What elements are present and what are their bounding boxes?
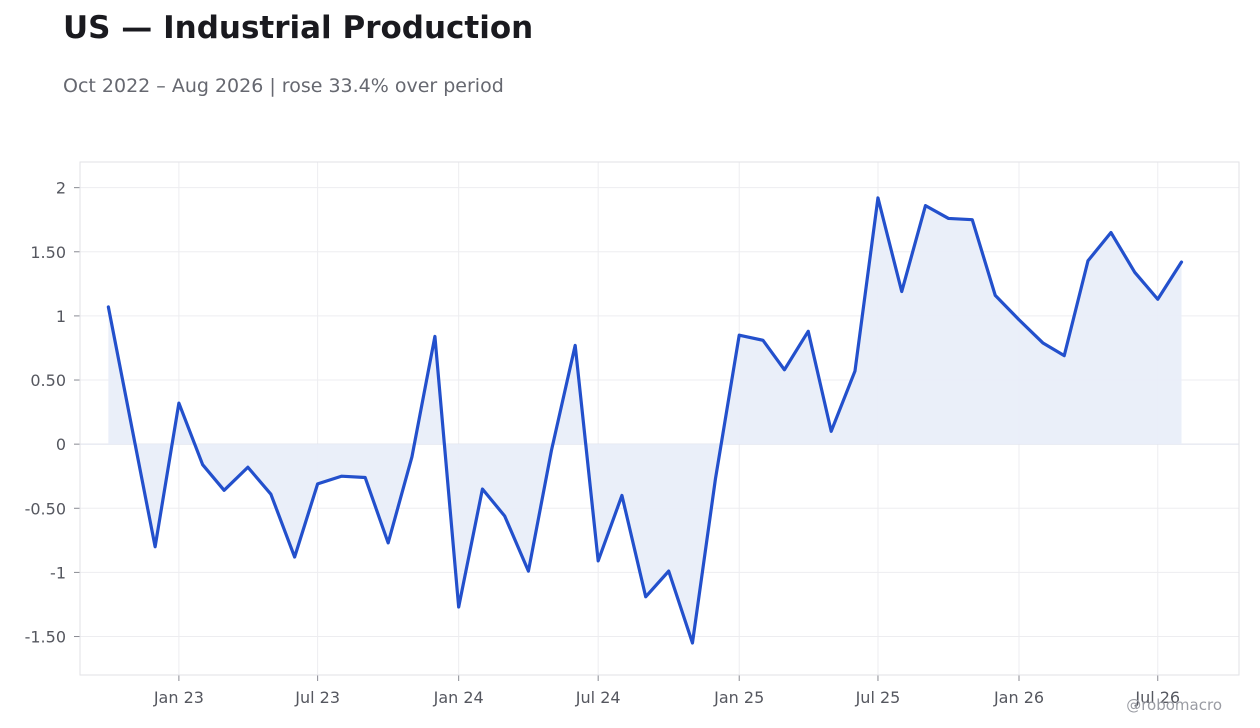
y-tick-label: -1 xyxy=(50,563,66,582)
chart-subtitle: Oct 2022 – Aug 2026 | rose 33.4% over pe… xyxy=(63,75,504,97)
x-tick-label: Jan 24 xyxy=(433,688,484,707)
plot-frame xyxy=(79,161,1240,676)
series-line xyxy=(106,196,1184,645)
x-tick-label: Jul 24 xyxy=(575,688,621,707)
series-line-layer xyxy=(106,196,1184,645)
x-tick-label: Jan 26 xyxy=(993,688,1044,707)
area-fill-layer xyxy=(108,197,1182,643)
area-fill xyxy=(108,197,1182,643)
y-tick-label: 1 xyxy=(56,307,66,326)
x-tick-label: Jan 25 xyxy=(713,688,764,707)
y-tick-label: 2 xyxy=(56,179,66,198)
y-tick-label: -0.50 xyxy=(25,499,66,518)
y-tick-label: -1.50 xyxy=(25,628,66,647)
x-tick-label: Jul 26 xyxy=(1134,688,1180,707)
axis-labels: 2 1.50 1 0.50 0 -0.50 -1 -1.50 Jan 23 Jul 23 Jan 2… xyxy=(25,179,1181,707)
x-tick-label: Jan 23 xyxy=(153,688,204,707)
chart-title: US — Industrial Production xyxy=(63,10,534,46)
y-tick-label: 0 xyxy=(56,435,66,454)
y-tick-label: 0.50 xyxy=(30,371,66,390)
watermark: @robomacro xyxy=(1126,696,1222,714)
x-tick-label: Jul 25 xyxy=(855,688,901,707)
y-tick-label: 1.50 xyxy=(30,243,66,262)
x-tick-label: Jul 23 xyxy=(294,688,340,707)
